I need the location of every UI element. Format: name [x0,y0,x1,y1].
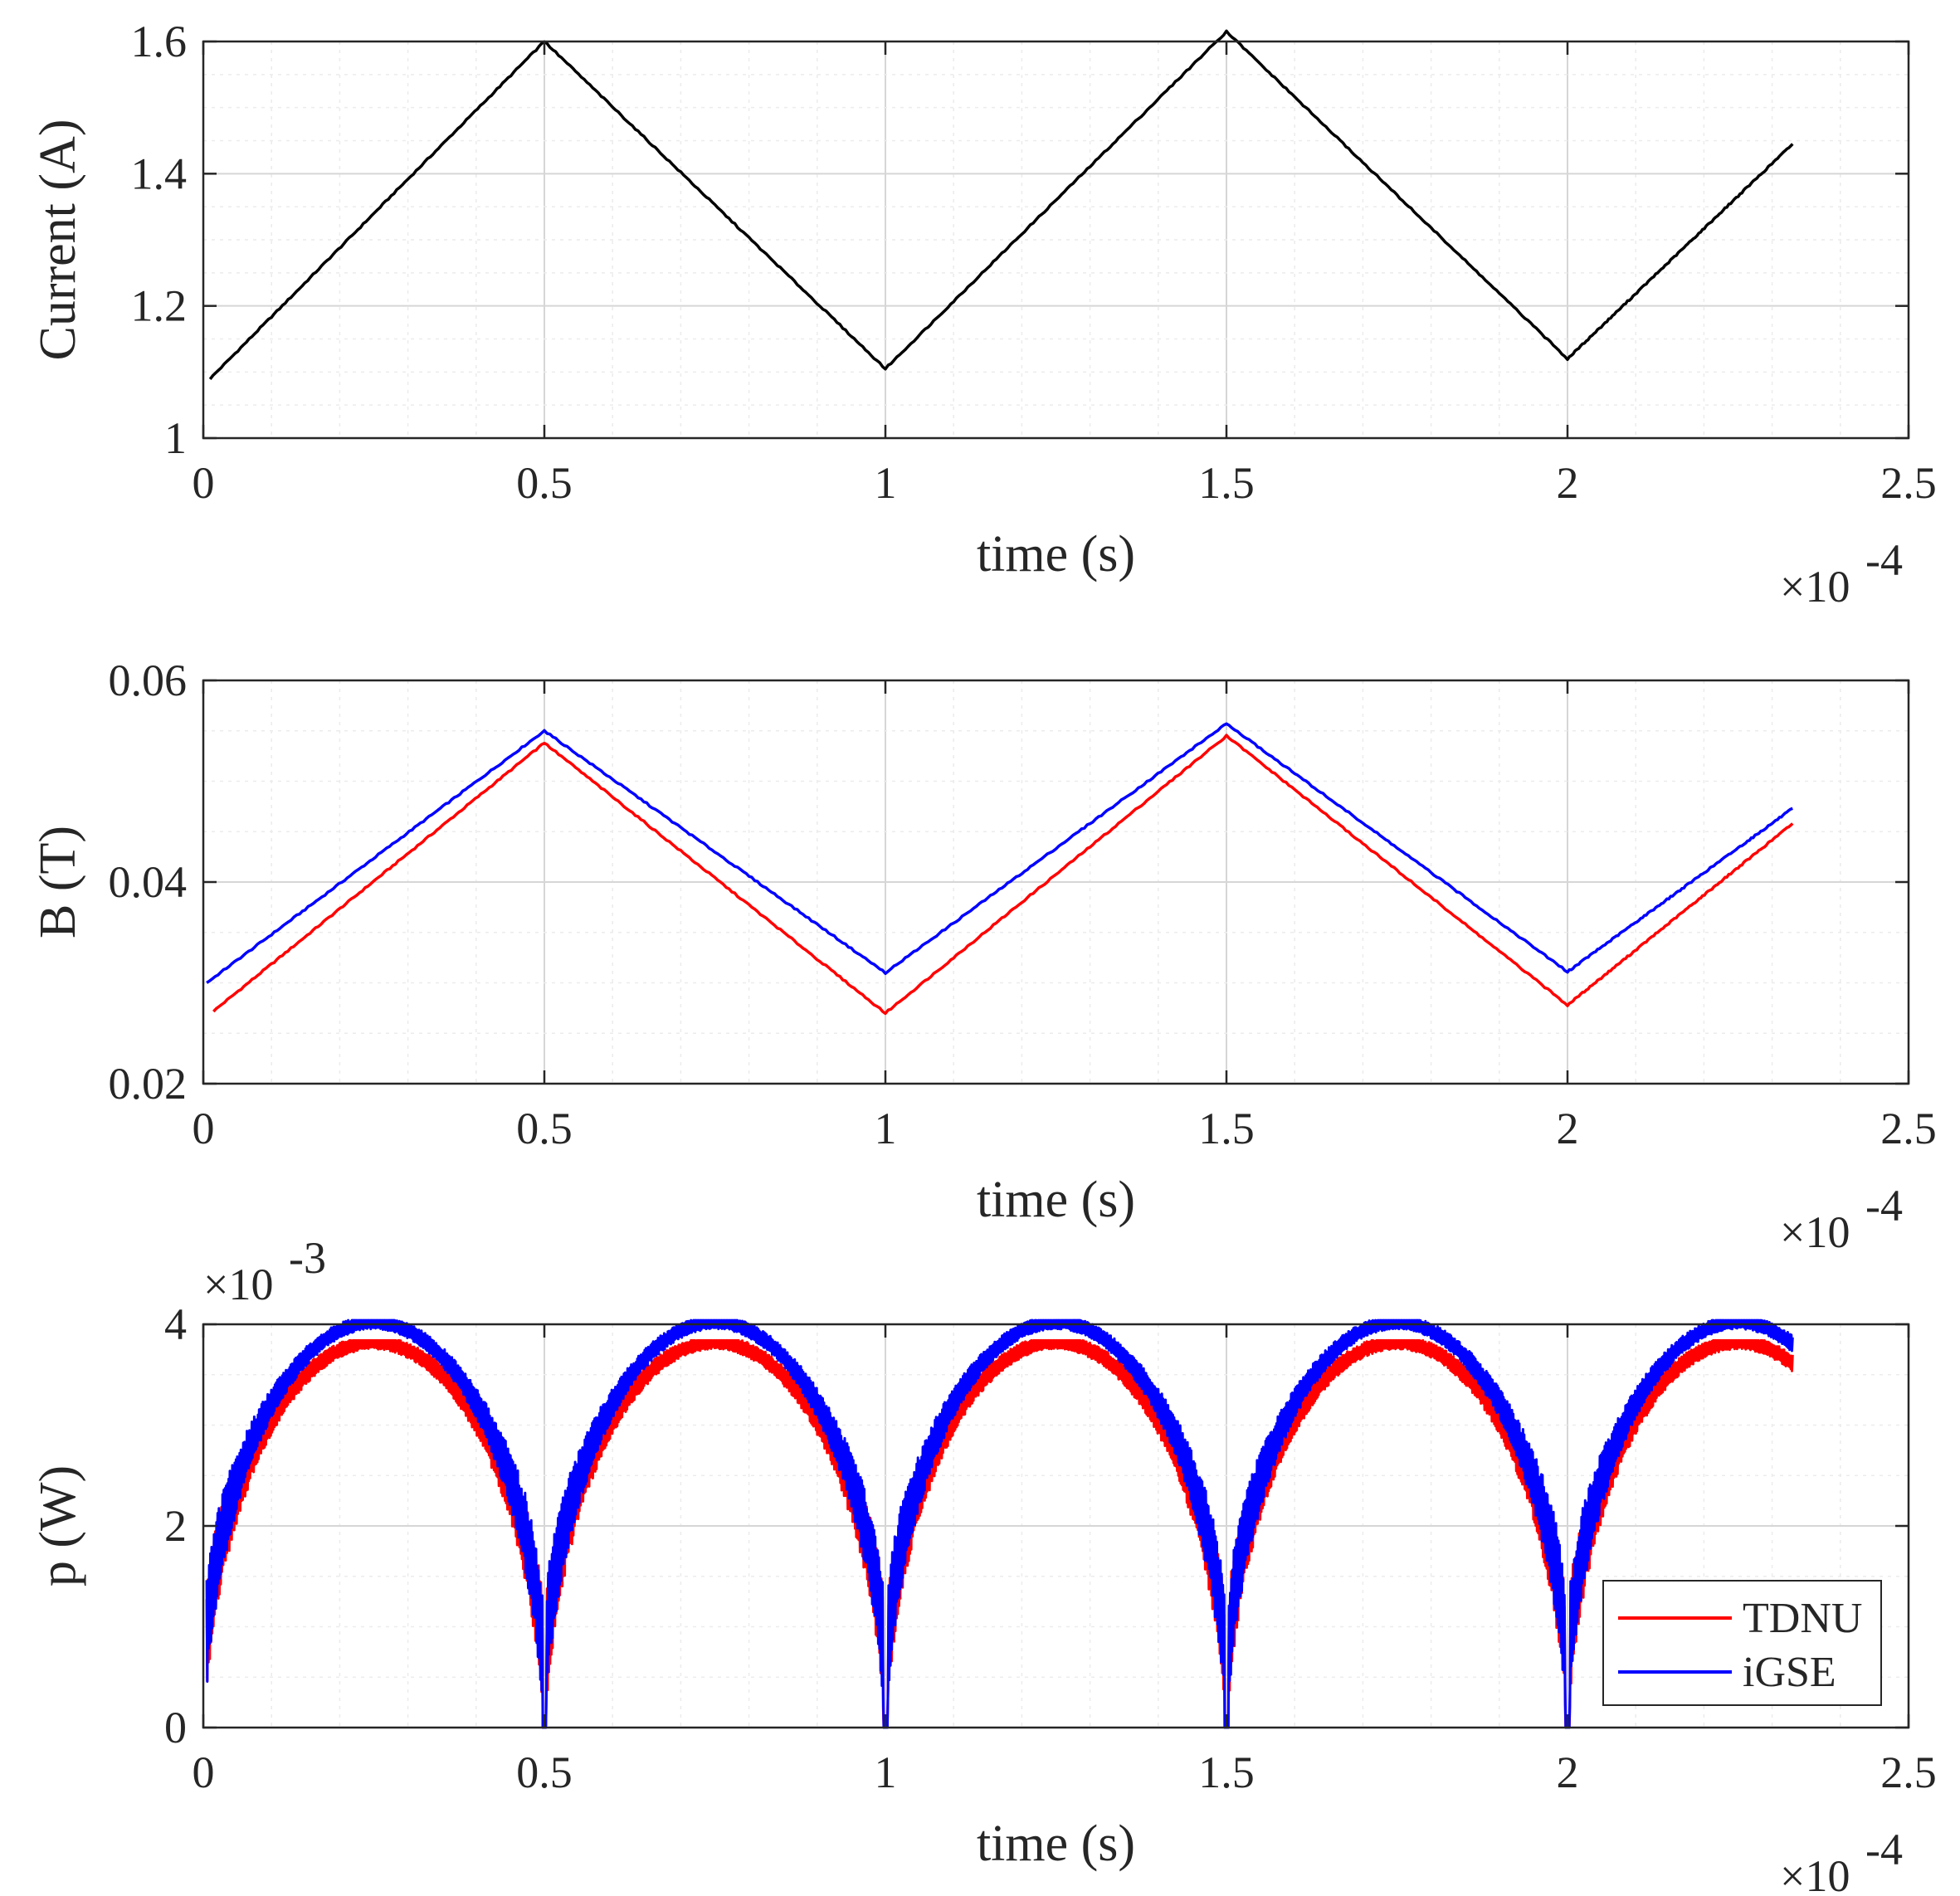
flux-density-x-exponent-power: -4 [1865,1181,1903,1231]
power-y-exponent-power: -3 [289,1233,326,1283]
flux-density-ticks: 0 0.5 1 1.5 2 2.5 0.02 0.04 0.06 [109,656,1937,1153]
power-ytick-label: 0 [164,1703,187,1752]
current-ticks: 0 0.5 1 1.5 2 2.5 1 1.2 1.4 1.6 [131,17,1937,508]
current-xtick-label: 0.5 [516,458,573,508]
flux-density-xtick-label: 2.5 [1880,1104,1937,1153]
power-ytick-label: 4 [164,1299,187,1349]
current-ytick-label: 1 [164,413,187,463]
flux-density-panel: 0 0.5 1 1.5 2 2.50.020.040.06 time (s) B (T) … [30,656,1937,1257]
current-series-current [208,29,1794,380]
legend-label-igse: iGSE [1743,1649,1836,1696]
legend-box [1602,1580,1882,1706]
power-xtick-label: 1 [875,1747,897,1797]
flux-density-xtick-label: 0 [193,1104,215,1153]
power-xtick-label: 0.5 [516,1747,573,1797]
power-y-exponent: ×10 -3 [203,1233,326,1309]
power-ytick-label: 2 [164,1501,187,1551]
power-x-exponent-base: ×10 [1780,1851,1850,1896]
power-y-exponent-base: ×10 [203,1260,273,1309]
current-xlabel: time (s) [977,526,1135,582]
power-series-igse [205,1318,1794,1729]
power-series [205,1318,1794,1729]
power-x-exponent: ×10 -4 [1780,1825,1903,1896]
flux-density-xtick-label: 1 [875,1104,897,1153]
power-ticks: 0 0.5 1 1.5 2 2.5 0 2 4 [164,1299,1937,1797]
power-xtick-label: 2.5 [1880,1747,1937,1797]
power-legend: TDNU iGSE [1602,1580,1882,1706]
current-xtick-label: 1 [875,458,897,508]
flux-density-x-exponent: ×10 -4 [1780,1181,1903,1257]
power-xtick-label: 2 [1557,1747,1579,1797]
power-xtick-label: 1.5 [1198,1747,1255,1797]
current-x-exponent: ×10 -4 [1780,535,1903,612]
current-ytick-label: 1.2 [131,281,188,331]
current-xtick-label: 2 [1557,458,1579,508]
flux-density-xtick-label: 2 [1557,1104,1579,1153]
flux-density-ylabel: B (T) [30,826,86,938]
current-x-exponent-power: -4 [1865,535,1903,585]
power-panel: 0 0.5 1 1.5 2 2.5 0 2 4 time (s) p (W) ×10 -4 ×1… [30,1233,1937,1896]
flux-density-ytick-label: 0.06 [109,656,188,705]
power-xlabel: time (s) [977,1816,1135,1872]
current-ylabel: Current (A) [30,119,86,361]
power-x-exponent-power: -4 [1865,1825,1903,1874]
flux-density-xlabel: time (s) [977,1172,1135,1228]
current-x-exponent-base: ×10 [1780,562,1850,612]
legend-label-tdnu: TDNU [1743,1595,1862,1642]
flux-density-series-igse [206,722,1793,984]
current-ytick-label: 1.6 [131,17,188,66]
current-panel: 0 0.5 1 1.5 2 2.5 1 1.2 1.4 1.6 time (s) Current … [30,17,1937,612]
current-ytick-label: 1.4 [131,149,188,198]
power-ylabel: p (W) [30,1465,86,1586]
current-xtick-label: 0 [193,458,215,508]
flux-density-series [206,722,1794,1016]
power-xtick-label: 0 [193,1747,215,1797]
current-axes-frame [202,40,1910,440]
current-series [208,29,1794,380]
flux-density-xtick-label: 0.5 [516,1104,573,1153]
flux-density-ytick-label: 0.02 [109,1059,188,1109]
flux-density-series-tdnu [212,734,1794,1016]
current-xtick-label: 1.5 [1198,458,1255,508]
flux-density-xtick-label: 1.5 [1198,1104,1255,1153]
flux-density-ytick-label: 0.04 [109,857,188,907]
flux-density-x-exponent-base: ×10 [1780,1207,1850,1257]
current-xtick-label: 2.5 [1880,458,1937,508]
